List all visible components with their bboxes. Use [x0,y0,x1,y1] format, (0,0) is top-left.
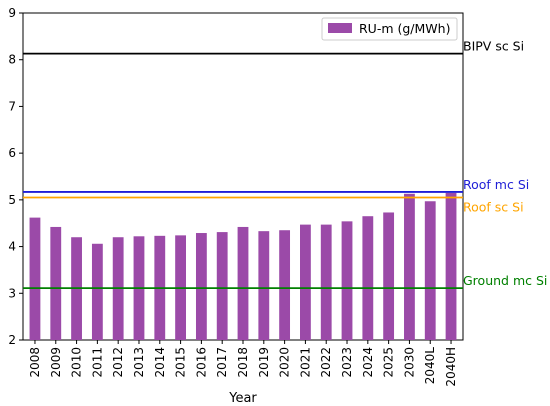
x-tick-label: 2012 [111,347,125,378]
legend-label: RU-m (g/MWh) [359,21,450,36]
x-tick-label: 2015 [174,347,188,378]
x-tick-label: 2008 [28,347,42,378]
bar-2009 [50,226,62,340]
x-tick-label: 2040L [423,347,437,385]
y-tick-label: 8 [8,53,16,67]
y-tick-label: 3 [8,286,16,300]
x-tick-label: 2025 [382,347,396,378]
bar-2021 [300,224,311,340]
x-tick-label: 2009 [49,347,63,378]
ref-label-0: BIPV sc Si [463,39,524,54]
y-tick-label: 9 [8,6,16,20]
bar-2011 [91,243,103,340]
y-tick-label: 5 [8,193,16,207]
bar-2030 [404,193,415,340]
x-axis: 2008 2009 2010 2011 2012 2013 2014 2015 2016 2017… [28,340,458,387]
x-tick-label: 2014 [153,347,167,378]
x-tick-label: 2024 [361,347,375,378]
reference-lines: BIPV sc Si Roof mc Si Roof sc Si Ground mc … [23,39,547,290]
bar-2016 [195,233,207,340]
x-tick-label: 2040H [444,347,458,387]
bar-2023 [341,221,353,340]
bar-2020 [279,230,291,340]
ref-label-1: Roof mc Si [463,177,529,192]
bar-2018 [237,226,249,340]
x-tick-label: 2022 [319,347,333,378]
bar-2022 [320,224,332,340]
x-tick-label: 2023 [340,347,354,378]
bar-2024 [362,216,374,340]
x-tick-label: 2021 [298,347,312,378]
x-tick-label: 2016 [194,347,208,378]
legend: RU-m (g/MWh) [321,17,458,41]
y-tick-label: 2 [8,333,16,347]
bar-2008 [29,217,41,340]
legend-box [321,17,458,41]
x-tick-label: 2011 [90,347,104,378]
x-tick-label: 2018 [236,347,250,378]
x-axis-title: Year [228,391,257,406]
x-tick-label: 2030 [402,347,416,378]
bar-2040L [424,201,436,340]
ref-label-3: Ground mc Si [463,273,547,288]
y-tick-label: 6 [8,146,16,160]
x-tick-label: 2019 [257,347,271,378]
bar-2019 [258,231,270,340]
bar-2017 [216,232,228,340]
bar-2025 [383,212,395,340]
x-tick-label: 2020 [278,347,292,378]
x-tick-label: 2010 [70,347,84,378]
x-tick-label: 2013 [132,347,146,378]
y-axis: 2 3 4 5 6 7 8 9 [8,6,23,347]
legend-swatch [328,23,352,33]
y-tick-label: 4 [8,240,16,254]
y-tick-label: 7 [8,99,16,113]
bar-2040H [445,192,457,340]
x-tick-label: 2017 [215,347,229,378]
ref-label-2: Roof sc Si [463,200,524,215]
